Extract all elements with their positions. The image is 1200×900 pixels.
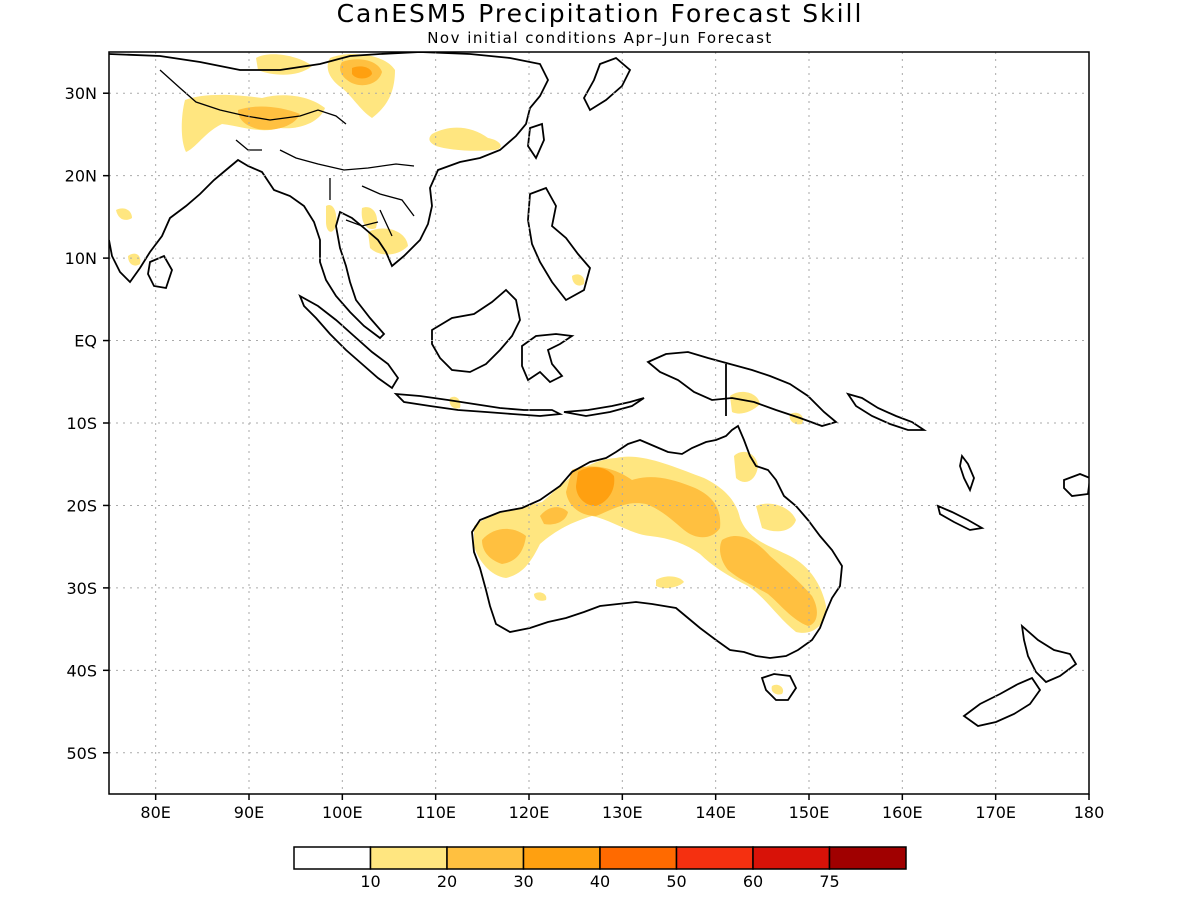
skill-region-australia-peak <box>576 467 615 506</box>
coastline-new-zealand-south <box>962 676 1042 727</box>
gridlines <box>109 52 1089 794</box>
longitude-axis: 80E 90E 100E 110E 120E 130E 140E 150E 160E 170E 18… <box>140 794 1104 822</box>
skill-region-tibet-core <box>238 106 300 130</box>
coastline-asia-mainland <box>109 52 550 340</box>
skill-region-south-china <box>429 127 501 151</box>
colorbar-swatch <box>446 846 525 870</box>
lat-tick-label: 30S <box>66 579 97 598</box>
skill-region-south-central <box>656 576 684 589</box>
colorbar-swatch <box>369 846 448 870</box>
colorbar-label: 40 <box>590 872 610 891</box>
lat-tick-label: 50S <box>66 744 97 763</box>
latitude-axis: 30N 20N 10N EQ 10S 20S 30S 40S 50S <box>65 84 109 763</box>
skill-region-australia-kimberley <box>540 507 568 525</box>
lon-tick-label: 120E <box>509 803 550 822</box>
lon-tick-label: 80E <box>140 803 170 822</box>
coastline-australia <box>471 424 843 659</box>
map-subtitle: Nov initial conditions Apr–Jun Forecast <box>427 29 773 47</box>
coastline-philippines <box>527 186 591 302</box>
lon-tick-label: 140E <box>695 803 736 822</box>
coastline-java <box>393 392 564 417</box>
skill-region-australia-nw <box>474 456 826 633</box>
map-title: CanESM5 Precipitation Forecast Skill <box>336 0 864 28</box>
coastline-sri-lanka <box>147 254 173 290</box>
skill-region-cambodia <box>368 228 408 255</box>
skill-region-burma <box>326 204 337 232</box>
coastlines <box>109 52 1089 727</box>
lat-tick-label: 30N <box>65 84 97 103</box>
coastline-new-zealand-north <box>1020 623 1078 684</box>
colorbar-label: 75 <box>819 872 839 891</box>
coastline-new-guinea <box>646 351 838 427</box>
coastline-lesser-sunda <box>563 397 645 417</box>
colorbar-swatch <box>293 846 372 870</box>
lat-tick-label: 40S <box>66 661 97 680</box>
skill-shading <box>116 54 826 695</box>
lat-tick-label: EQ <box>74 332 97 351</box>
colorbar-label: 60 <box>743 872 763 891</box>
colorbar-swatch <box>675 846 754 870</box>
lon-tick-label: 110E <box>415 803 456 822</box>
lat-tick-label: 10N <box>65 249 97 268</box>
coastline-taiwan <box>527 122 545 160</box>
lat-tick-label: 10S <box>66 414 97 433</box>
coastline-fiji <box>1063 473 1089 497</box>
coastline-japan <box>582 56 632 112</box>
coastline-bougainville <box>845 392 927 431</box>
coastline-new-caledonia <box>936 504 985 531</box>
skill-region-sri-lanka <box>128 253 141 266</box>
lon-tick-label: 100E <box>322 803 363 822</box>
colorbar: 10 20 30 40 50 60 75 <box>293 846 907 891</box>
lon-tick-label: 90E <box>234 803 264 822</box>
skill-region-queensland <box>756 503 796 532</box>
skill-region-philippines <box>572 274 585 286</box>
colorbar-label: 20 <box>437 872 457 891</box>
lon-tick-label: 150E <box>789 803 830 822</box>
coastline-borneo <box>431 288 521 373</box>
internal-borders <box>159 69 415 237</box>
lon-tick-label: 180 <box>1074 803 1105 822</box>
lon-tick-label: 170E <box>975 803 1016 822</box>
skill-region-india-west <box>116 208 132 220</box>
coastline-sulawesi <box>521 333 575 384</box>
colorbar-label: 30 <box>513 872 533 891</box>
skill-region-australia-west <box>482 528 526 564</box>
skill-region-australia-east <box>720 535 817 626</box>
skill-region-north-china <box>256 54 312 75</box>
skill-region-southwest <box>534 592 547 601</box>
skill-region-tasmania <box>771 684 784 695</box>
skill-region-png <box>730 391 760 414</box>
coastline-vanuatu <box>959 453 975 493</box>
skill-region-java <box>449 396 461 409</box>
coastline-tasmania <box>760 673 798 701</box>
skill-region-cape-york <box>734 451 758 482</box>
skill-region-north-china-peak <box>352 66 372 79</box>
lat-tick-label: 20S <box>66 496 97 515</box>
colorbar-swatch <box>599 846 678 870</box>
colorbar-label: 10 <box>360 872 380 891</box>
colorbar-swatch <box>522 846 601 870</box>
lon-tick-label: 130E <box>602 803 643 822</box>
lat-tick-label: 20N <box>65 167 97 186</box>
colorbar-label: 50 <box>666 872 686 891</box>
colorbar-swatch <box>828 846 907 870</box>
lon-tick-label: 160E <box>882 803 923 822</box>
colorbar-swatch <box>752 846 831 870</box>
